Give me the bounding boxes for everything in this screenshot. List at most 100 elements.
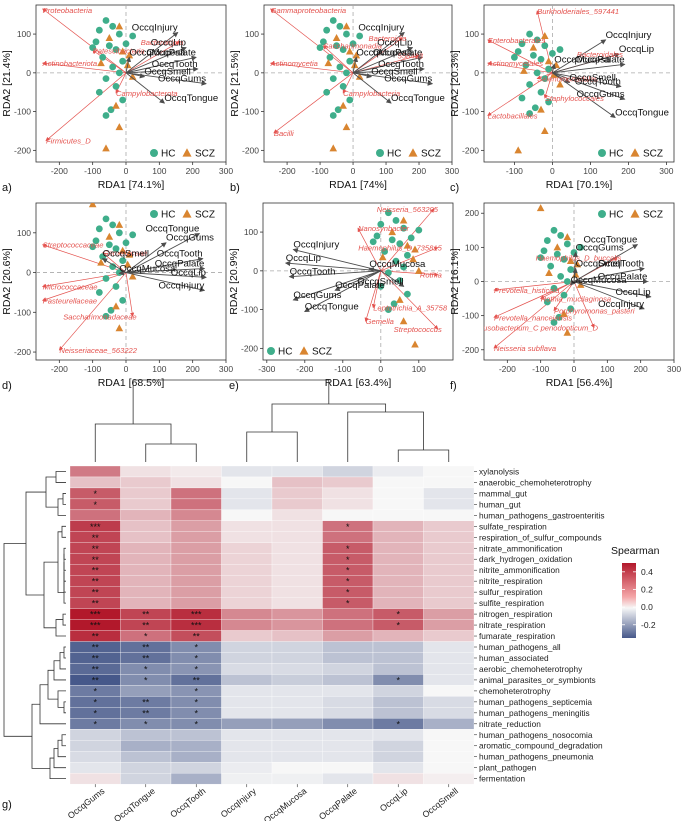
heatmap-cell [221,509,273,522]
heatmap-cell [372,553,424,565]
variable-label: OccqSmell [144,67,190,78]
heatmap-cell [221,520,273,532]
species-label: Fusobacterium_C periodonticum_D [479,324,599,333]
heatmap-cell [423,586,475,598]
scz-point [123,260,132,268]
heatmap-cell [120,575,172,587]
species-label: Bacteroidia [369,34,407,43]
heatmap-cell [372,531,424,543]
legend-hc-label: HC [387,149,401,160]
panel-letter: f) [450,380,457,392]
variable-arrow [572,267,578,282]
heatmap-cell [372,498,424,511]
variable-label: OccqInjury [132,23,178,34]
heatmap-cell [372,542,424,554]
heatmap-cell [69,465,121,478]
variable-label: OccqTongue [145,224,199,235]
heatmap-cell [170,762,222,774]
x-tick-label: 100 [600,364,614,374]
heatmap-row-label: nitrite_ammonification [479,565,560,575]
species-label: Patescibacteria [93,46,145,55]
variable-arrow [573,281,645,310]
scz-point [118,246,127,254]
y-axis-title: RDA2 [21.4%] [1,50,13,117]
heatmap-cell [120,685,172,697]
significance-mark: ** [193,632,201,642]
variable-arrow [292,247,381,272]
dendrogram-link [43,561,58,629]
heatmap-column-label: OccqGums [66,785,107,820]
hc-point [343,69,350,77]
hc-point [92,38,100,46]
variable-label: OccqTooth [157,249,203,260]
scz-point [409,255,417,263]
variable-arrow [368,266,381,273]
heatmap-cell [423,630,475,642]
variable-label: OccqLip [619,44,654,55]
hc-point [537,55,545,63]
species-arrow [125,272,135,317]
hc-point [396,240,404,248]
species-label: Nanosynbacter [358,224,410,233]
hc-point [550,226,558,234]
hc-point [356,32,364,40]
dendrogram-link [94,423,172,462]
variable-label: OccqMucosa [571,275,628,286]
heatmap-cell [423,487,475,500]
heatmap-cell [69,740,121,752]
dendrogram-link [53,748,66,769]
rda-panel: -200 -100 0 100 200 300 -200 -100 0 100 200 RDA1 [5… [449,202,681,392]
significance-mark: * [194,708,198,718]
heatmap-cell [271,619,323,631]
heatmap-cell [271,740,323,752]
x-tick-label: -200 [51,364,68,374]
species-arrow [352,37,404,74]
significance-mark: * [194,643,198,653]
plot-frame [263,4,453,163]
heatmap-cell [372,685,424,697]
hc-point [553,250,561,258]
hc-point [560,255,568,263]
colorbar-tick-label: 0.0 [641,602,653,612]
hc-point [390,300,398,308]
plot-area: Proteobacteria BacteroidotaPatescibacteri… [42,6,218,152]
x-axis-title: RDA1 [70.1%] [546,179,613,191]
scz-point [378,253,387,261]
legend-hc-label: HC [609,210,623,221]
y-tick-label: -200 [462,145,479,155]
plot-frame [35,4,227,163]
heatmap-row-label: mammal_gut [479,488,528,498]
significance-mark: * [194,719,198,729]
y-tick-label: -200 [462,345,479,355]
heatmap-cell [221,718,273,730]
significance-mark: * [396,675,400,685]
dendrogram-link [61,525,66,538]
hc-point [329,75,337,83]
x-tick-label: -100 [532,364,549,374]
heatmap-cell [271,762,323,774]
heatmap-cell [423,707,475,719]
heatmap-cell [271,553,323,565]
heatmap-cell [170,531,222,543]
x-tick-label: 300 [659,166,673,176]
scz-point [128,272,137,280]
heatmap-cell [322,751,374,763]
legend-scz-marker [630,209,640,218]
hc-point [400,263,407,271]
x-tick-label: 0 [124,364,129,374]
x-tick-label: -100 [506,166,523,176]
heatmap-cell [271,674,323,686]
significance-mark: ** [142,621,150,631]
species-label: Gammaproteobacteria [271,6,347,15]
heatmap-cell [423,542,475,554]
significance-mark: * [93,500,97,510]
heatmap-cell [423,773,475,785]
heatmap-cell [170,575,222,587]
dendrogram-link [347,411,424,462]
variable-label: OccqSmell [357,276,403,287]
heatmap-cell [372,663,424,675]
legend-scz-label: SCZ [312,347,332,358]
species-label: Proteobacteria [43,6,92,15]
variable-label: OccqLip [171,267,206,278]
hc-point [547,262,555,270]
